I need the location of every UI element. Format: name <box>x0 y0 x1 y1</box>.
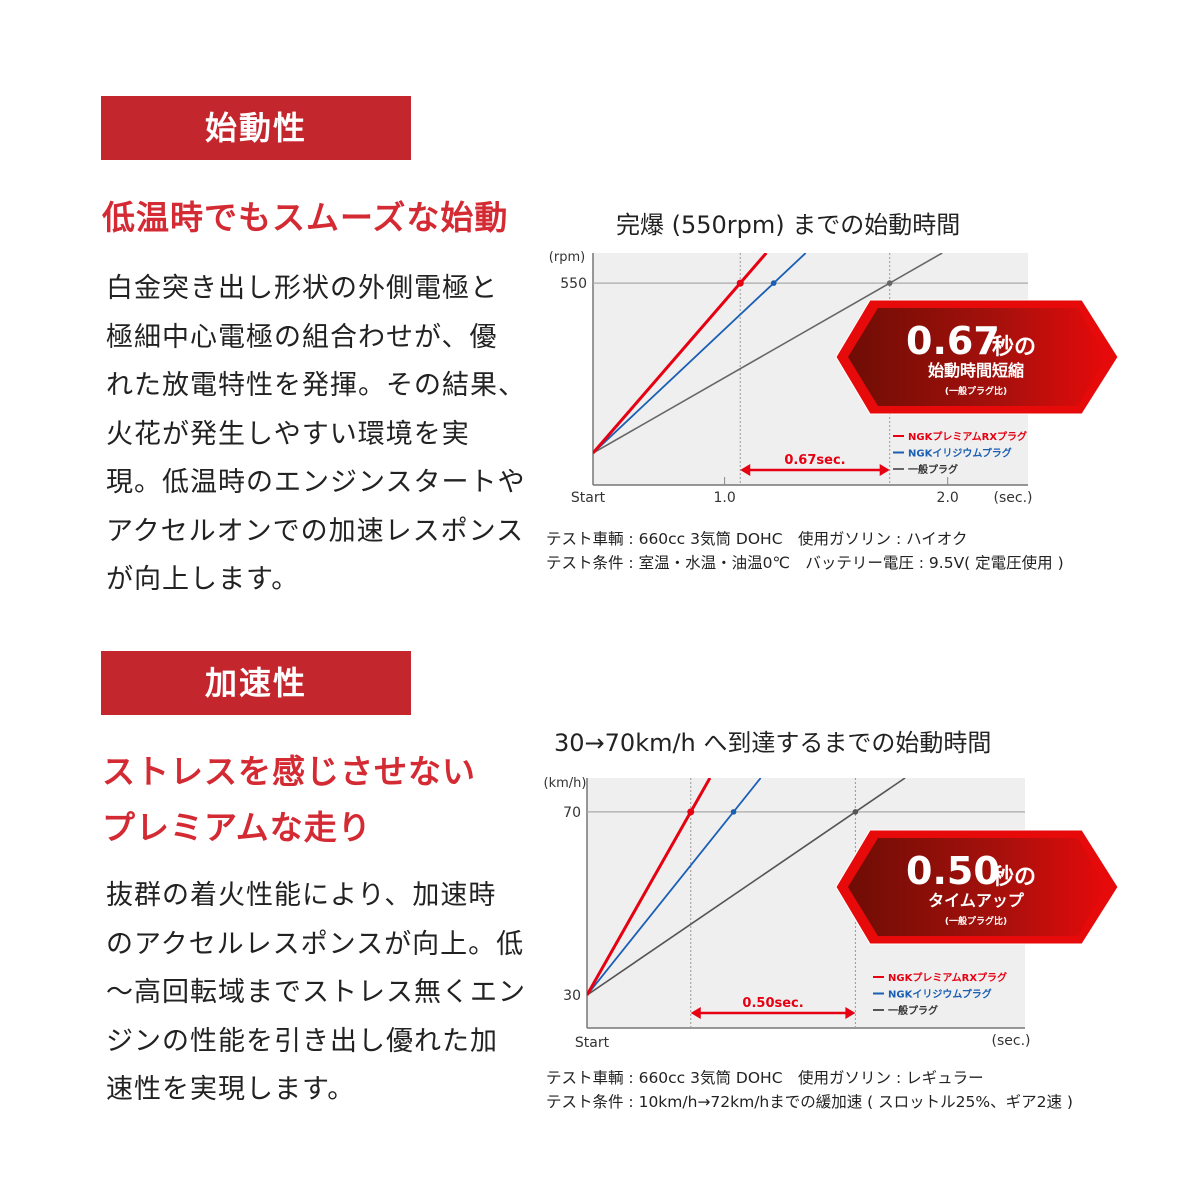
note-line: テスト車輌 : 660cc 3気筒 DOHC 使用ガソリン : レギュラー <box>546 1069 984 1087</box>
series-marker-2 <box>852 809 859 815</box>
x-start-label: Start <box>575 1035 610 1051</box>
section-body: 抜群の着火性能により、加速時 のアクセルレスポンスが向上。低 ～高回転域までスト… <box>106 872 526 1115</box>
legend-label: NGKプレミアムRXプラグ <box>888 971 1007 984</box>
gap-label: 0.50sec. <box>742 996 803 1011</box>
body-line: 極細中心電極の組合わせが、優 <box>106 321 498 353</box>
series-marker-1 <box>770 280 777 286</box>
body-line: 白金突き出し形状の外側電極と <box>106 273 498 304</box>
chart-title: 完爆 (550rpm) までの始動時間 <box>616 211 961 239</box>
badge-note: (一般プラグ比) <box>945 385 1007 397</box>
subtitle-line: 低温時でもスムーズな始動 <box>102 198 509 237</box>
legend-label: NGKイリジウムプラグ <box>908 447 1012 460</box>
body-line: れた放電特性を発揮。その結果、 <box>106 370 526 401</box>
body-line: アクセルオンでの加速レスポンス <box>106 515 525 547</box>
legend-label: NGKイリジウムプラグ <box>888 988 992 1001</box>
test-notes: テスト車輌 : 660cc 3気筒 DOHC 使用ガソリン : レギュラー テス… <box>546 1066 1073 1114</box>
start-time-chart: 550 1.0 2.0 (rpm) Start (sec.) 0.67sec. NGKプレミア… <box>549 250 1119 506</box>
badge-inner <box>848 308 1106 406</box>
badge-inner <box>848 838 1106 936</box>
badge-unit: 秒の <box>992 865 1036 890</box>
x-tick-label: 1.0 <box>713 490 735 506</box>
section-body: 白金突き出し形状の外側電極と 極細中心電極の組合わせが、優 れた放電特性を発揮。… <box>106 265 526 605</box>
y-tick-label: 550 <box>560 276 587 292</box>
series-line-2 <box>587 778 906 996</box>
section-heading-acceleration: 加速性 <box>101 651 411 715</box>
badge-unit: 秒の <box>992 335 1036 360</box>
badge-value: 0.50 <box>906 849 1000 893</box>
badge-note: (一般プラグ比) <box>945 915 1007 927</box>
y-tick-label: 70 <box>563 805 581 821</box>
note-line: テスト車輌 : 660cc 3気筒 DOHC 使用ガソリン : ハイオク <box>546 530 968 548</box>
series-marker-0 <box>687 808 695 816</box>
x-start-label: Start <box>571 490 606 506</box>
series-line-1 <box>587 778 762 996</box>
subtitle-line: プレミアムな走り <box>102 808 372 847</box>
body-line: 火花が発生しやすい環境を実 <box>106 418 470 450</box>
subtitle-line: ストレスを感じさせない <box>102 752 476 791</box>
series-line-0 <box>593 253 768 455</box>
acceleration-time-chart: 70 30 (km/h) Start (sec.) 0.50sec. NGKプレミアムRXプ… <box>544 776 1119 1051</box>
body-line: 速性を実現します。 <box>106 1074 356 1105</box>
body-line: 現。低温時のエンジンスタートや <box>106 467 526 498</box>
section-heading-startability: 始動性 <box>101 96 411 160</box>
note-line: テスト条件 : 10km/h→72km/hまでの緩加速 ( スロットル25%、ギ… <box>546 1093 1073 1111</box>
series-marker-0 <box>736 279 744 287</box>
x-axis-label: (sec.) <box>992 1033 1031 1049</box>
x-tick-label: 2.0 <box>937 490 959 506</box>
arrow-head-right <box>879 464 890 476</box>
x-axis-label: (sec.) <box>994 490 1033 506</box>
series-line-1 <box>593 253 807 454</box>
body-line: ジンの性能を引き出し優れた加 <box>106 1025 498 1057</box>
note-line: テスト条件 : 室温・水温・油温0℃ バッテリー電圧 : 9.5V( 定電圧使用… <box>546 554 1064 572</box>
section-subtitle: 低温時でもスムーズな始動 <box>102 190 508 246</box>
series-marker-1 <box>730 809 737 815</box>
legend-label: NGKプレミアムRXプラグ <box>908 430 1027 443</box>
body-line: のアクセルレスポンスが向上。低 <box>106 928 525 960</box>
y-axis-label: (rpm) <box>549 250 585 265</box>
series-marker-2 <box>886 280 893 286</box>
y-axis-label: (km/h) <box>544 776 587 791</box>
chart-title: 30→70km/h へ到達するまでの始動時間 <box>554 729 992 757</box>
badge-value: 0.67 <box>906 319 1000 363</box>
badge-caption: タイムアップ <box>928 891 1025 910</box>
series-line-2 <box>593 253 943 454</box>
y-tick-label: 30 <box>563 988 581 1004</box>
body-line: 抜群の着火性能により、加速時 <box>106 880 497 911</box>
arrow-head-left <box>740 464 751 476</box>
legend-label: 一般プラグ <box>908 463 958 476</box>
body-line: が向上します。 <box>106 564 300 595</box>
arrow-head-right <box>845 1007 856 1019</box>
badge-caption: 始動時間短縮 <box>928 361 1024 380</box>
gap-label: 0.67sec. <box>784 453 845 468</box>
body-line: ～高回転域までストレス無くエン <box>106 977 526 1008</box>
legend-label: 一般プラグ <box>888 1004 938 1017</box>
section-subtitle: ストレスを感じさせない プレミアムな走り <box>102 744 476 856</box>
arrow-head-left <box>690 1007 701 1019</box>
test-notes: テスト車輌 : 660cc 3気筒 DOHC 使用ガソリン : ハイオク テスト… <box>546 527 1064 575</box>
